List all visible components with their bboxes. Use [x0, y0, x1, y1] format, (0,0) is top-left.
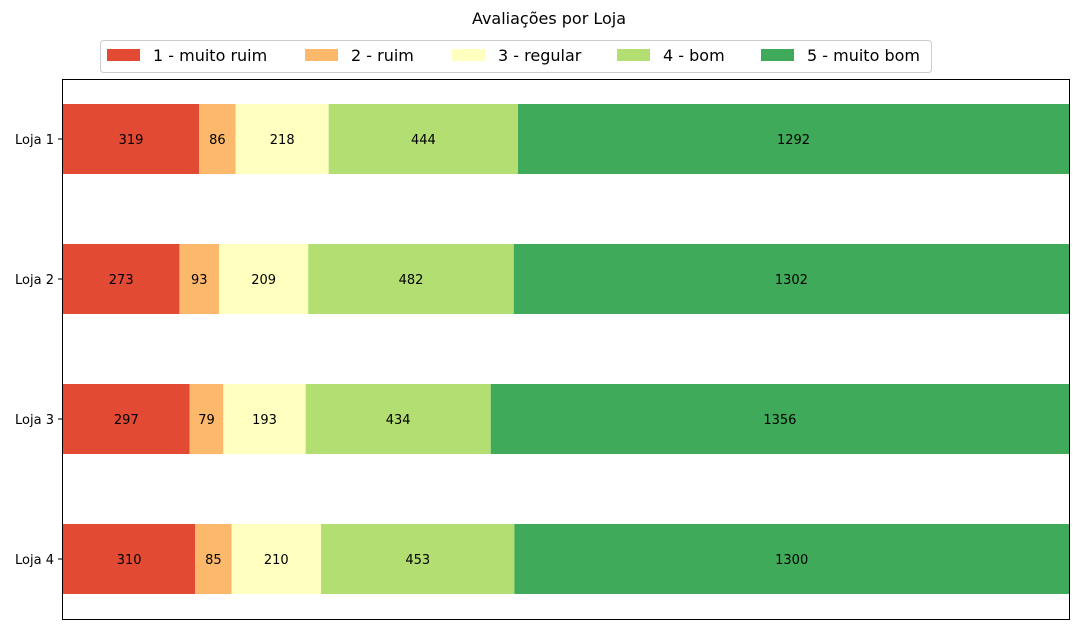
bar-segment-2-5 — [513, 244, 1069, 314]
y-tick-label: Loja 1 — [15, 133, 54, 148]
data-label-2-4: 482 — [399, 273, 424, 288]
bar-segment-1-1 — [63, 104, 200, 174]
legend-label-2: 2 - ruim — [351, 46, 414, 65]
bars-group: 319 86 218 444 1292 273 93 209 482 1302 297 79 193 43… — [63, 104, 1070, 594]
legend-swatch-1 — [107, 49, 140, 61]
chart-title: Avaliações por Loja — [472, 9, 626, 28]
bar-segment-3-5 — [490, 384, 1070, 454]
bar-segment-3-4 — [305, 384, 491, 454]
data-label-2-5: 1302 — [775, 273, 808, 288]
data-label-1-1: 319 — [119, 133, 144, 148]
bar-segment-3-3 — [223, 384, 306, 454]
data-label-4-1: 310 — [117, 553, 142, 568]
data-label-3-3: 193 — [252, 413, 277, 428]
data-label-1-3: 218 — [270, 133, 295, 148]
y-tick-label: Loja 4 — [15, 553, 54, 568]
data-label-4-5: 1300 — [775, 553, 808, 568]
bar-segment-1-3 — [235, 104, 329, 174]
data-label-2-2: 93 — [191, 273, 208, 288]
y-tick-label: Loja 2 — [15, 273, 54, 288]
legend-label-1: 1 - muito ruim — [153, 46, 267, 65]
bar-segment-4-3 — [231, 524, 322, 594]
legend-swatch-2 — [305, 49, 338, 61]
y-axis: Loja 1 Loja 2 Loja 3 Loja 4 — [15, 133, 63, 568]
data-label-2-3: 209 — [251, 273, 276, 288]
bar-segment-4-5 — [514, 524, 1069, 594]
bar-segment-2-4 — [308, 244, 514, 314]
data-label-1-4: 444 — [411, 133, 436, 148]
data-label-2-1: 273 — [109, 273, 134, 288]
legend-frame — [100, 40, 932, 73]
bar-segment-3-1 — [63, 384, 190, 454]
data-label-3-4: 434 — [386, 413, 411, 428]
bar-segment-1-4 — [328, 104, 519, 174]
data-label-1-5: 1292 — [777, 133, 810, 148]
bar-segment-2-1 — [63, 244, 180, 314]
legend-swatch-4 — [617, 49, 650, 61]
legend-label-5: 5 - muito bom — [807, 46, 920, 65]
data-label-3-2: 79 — [198, 413, 215, 428]
legend-swatch-5 — [761, 49, 794, 61]
bar-segment-1-5 — [518, 104, 1069, 174]
legend-label-3: 3 - regular — [498, 46, 582, 65]
data-label-3-1: 297 — [114, 413, 139, 428]
y-tick-label: Loja 3 — [15, 413, 54, 428]
bar-segment-4-1 — [63, 524, 196, 594]
legend: 1 - muito ruim 2 - ruim 3 - regular 4 - bom… — [100, 40, 932, 73]
data-label-4-2: 85 — [205, 553, 222, 568]
bar-segment-4-2 — [195, 524, 232, 594]
bar-segment-2-3 — [219, 244, 309, 314]
plot-frame — [62, 79, 1070, 620]
legend-label-4: 4 - bom — [663, 46, 725, 65]
legend-swatch-3 — [452, 49, 485, 61]
bar-segment-1-2 — [199, 104, 236, 174]
data-label-3-5: 1356 — [763, 413, 796, 428]
data-label-4-4: 453 — [405, 553, 430, 568]
bar-segment-4-4 — [321, 524, 515, 594]
bar-segment-3-2 — [189, 384, 224, 454]
bar-segment-2-2 — [179, 244, 220, 314]
data-label-1-2: 86 — [209, 133, 226, 148]
data-label-4-3: 210 — [264, 553, 289, 568]
